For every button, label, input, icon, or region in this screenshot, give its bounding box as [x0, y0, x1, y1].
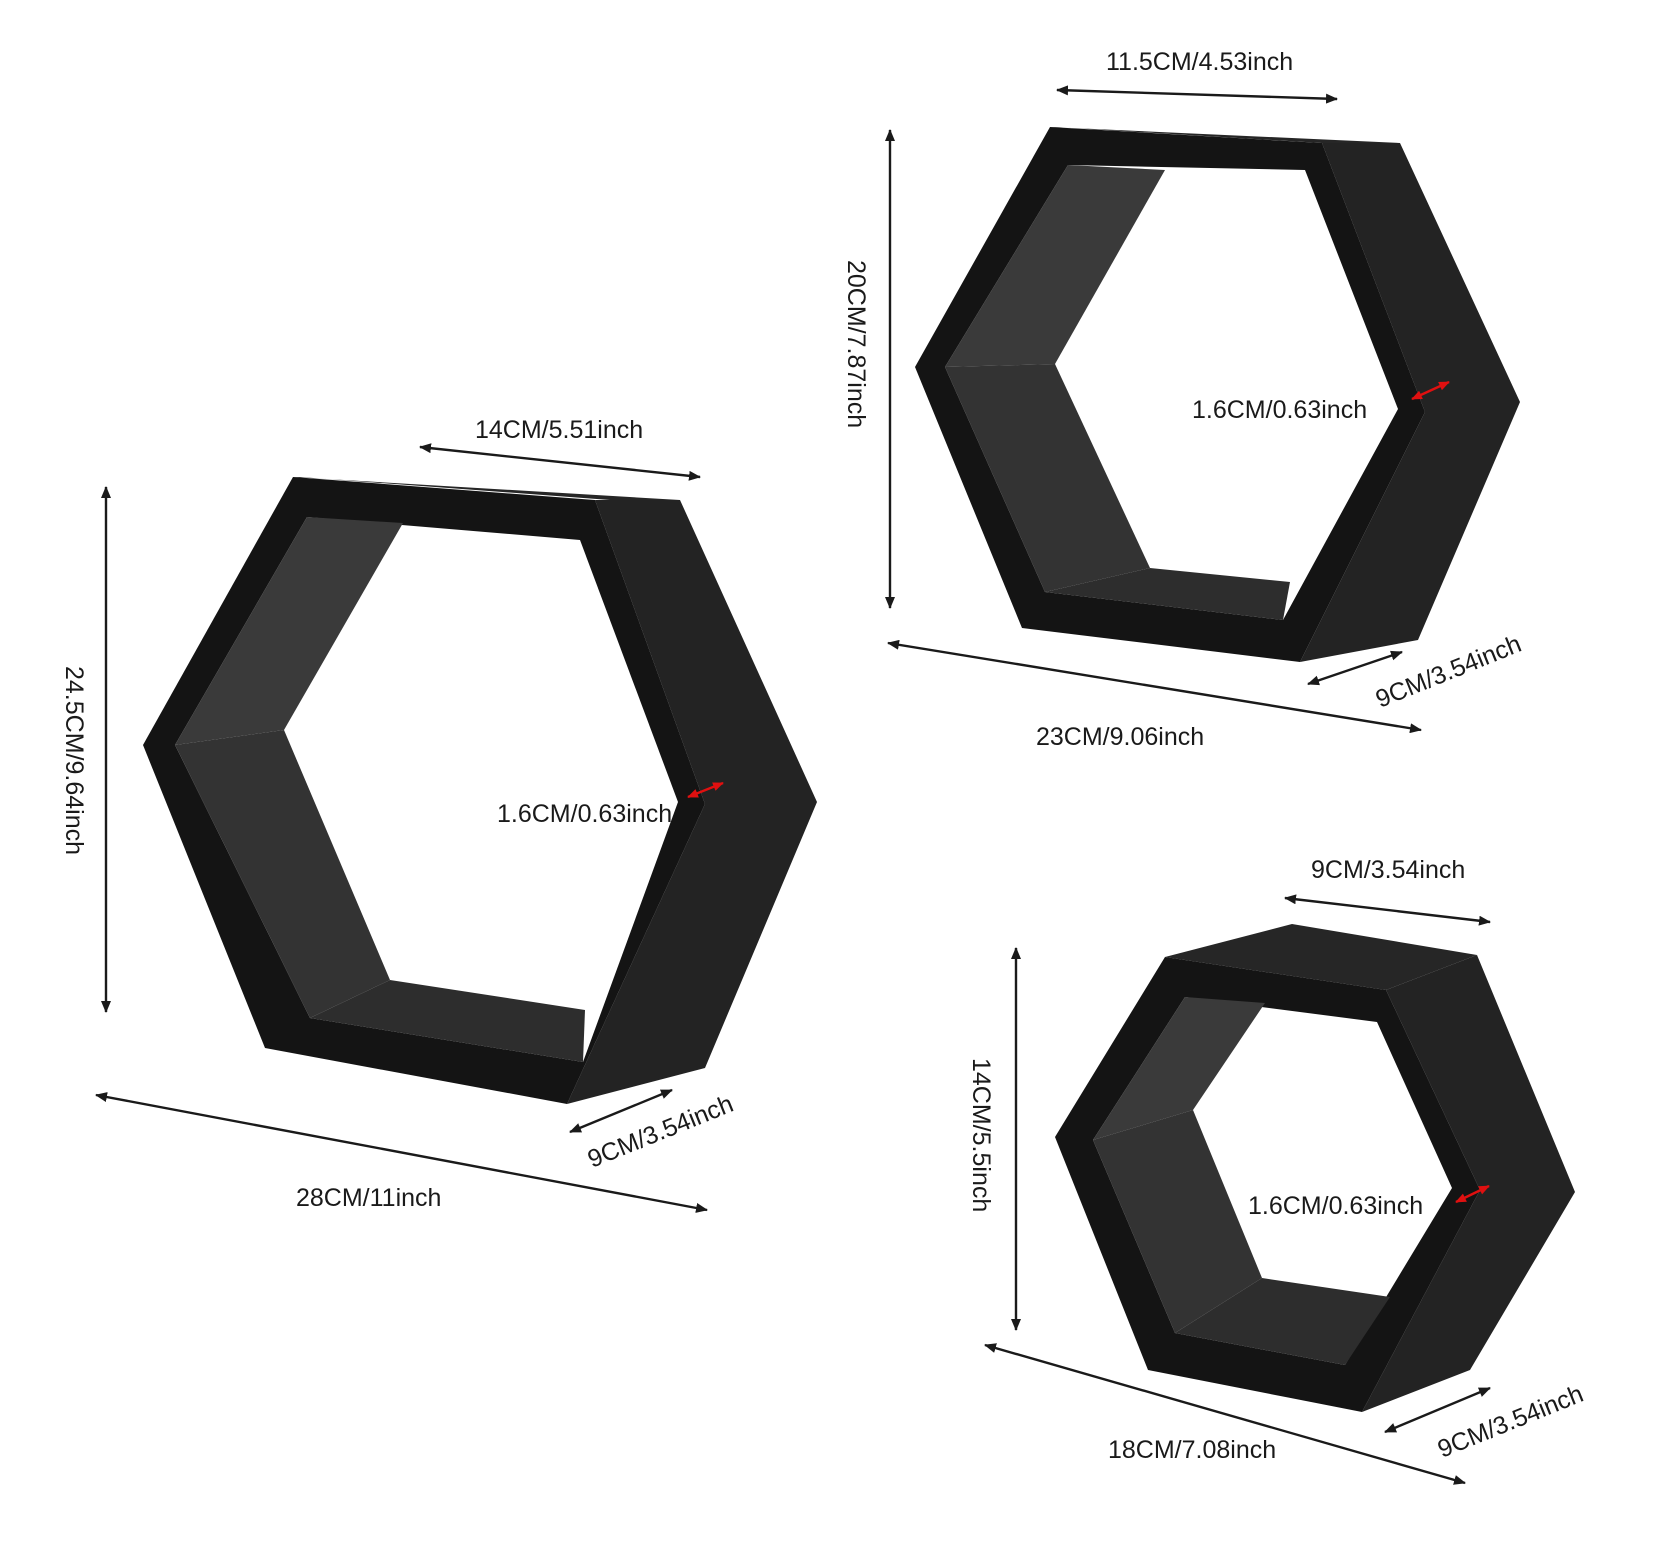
medium-shelf-inner-bottom: [1045, 568, 1290, 620]
small-depth-arrow: [1384, 1386, 1491, 1434]
large-thickness-label: 1.6CM/0.63inch: [497, 800, 672, 828]
large-shelf-inner-lower-left-wall: [175, 730, 390, 1018]
small-thickness-label: 1.6CM/0.63inch: [1248, 1192, 1423, 1220]
medium-thickness-label: 1.6CM/0.63inch: [1192, 396, 1367, 424]
medium-shelf-inner-left-wall: [945, 165, 1165, 367]
large-depth-label: 9CM/3.54inch: [584, 1090, 738, 1174]
large-opening-width-arrow: [419, 443, 701, 481]
large-opening-width-label: 14CM/5.51inch: [475, 416, 643, 444]
large-thickness-marker: [687, 781, 724, 799]
medium-opening-width-arrow: [1056, 85, 1338, 104]
large-shelf: [143, 477, 817, 1104]
medium-thickness-marker: [1411, 380, 1450, 401]
medium-shelf: [915, 127, 1520, 662]
small-shelf-inner-left-wall: [1093, 997, 1265, 1140]
small-shelf: [1055, 924, 1575, 1412]
medium-shelf-right-side: [1300, 143, 1520, 662]
medium-depth-arrow: [1307, 650, 1403, 686]
medium-total-width-label: 23CM/9.06inch: [1036, 723, 1204, 751]
small-total-width-arrow: [984, 1343, 1466, 1485]
small-shelf-inner-lower-left-wall: [1093, 1110, 1262, 1333]
medium-height-label: 20CM/7.87inch: [842, 260, 870, 428]
large-depth-arrow: [569, 1088, 673, 1134]
small-opening-width-label: 9CM/3.54inch: [1311, 856, 1465, 884]
small-total-width-label: 18CM/7.08inch: [1108, 1436, 1276, 1464]
medium-opening-width-label: 11.5CM/4.53inch: [1106, 48, 1293, 76]
small-height-label: 14CM/5.5inch: [967, 1058, 995, 1212]
large-total-width-label: 28CM/11inch: [296, 1184, 441, 1212]
medium-shelf-top-side: [1050, 127, 1400, 143]
large-shelf-inner-left-wall: [175, 517, 403, 745]
small-shelf-right-side: [1362, 955, 1575, 1412]
large-shelf-inner-bottom: [310, 980, 585, 1062]
small-shelf-top-side: [1165, 924, 1477, 990]
small-thickness-marker: [1455, 1184, 1490, 1204]
medium-total-width-arrow: [887, 639, 1422, 734]
large-shelf-top-side: [293, 477, 680, 500]
large-height-label: 24.5CM/9.64inch: [60, 666, 88, 855]
small-depth-label: 9CM/3.54inch: [1434, 1380, 1588, 1464]
large-total-width-arrow: [95, 1092, 708, 1213]
large-shelf-right-side: [567, 500, 817, 1104]
medium-shelf-inner-lower-left-wall: [945, 364, 1150, 592]
small-opening-width-arrow: [1284, 894, 1491, 926]
